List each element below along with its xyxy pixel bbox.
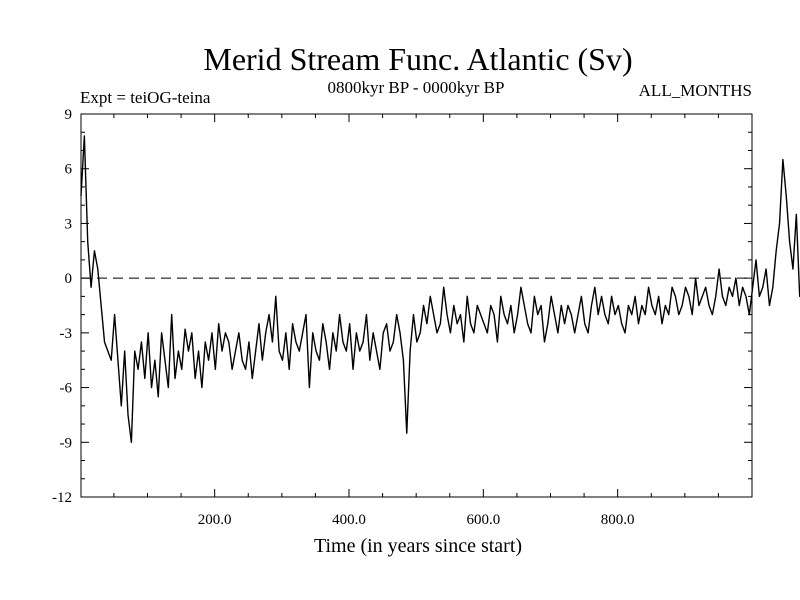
series-line <box>80 135 800 443</box>
x-tick-label: 800.0 <box>601 512 635 528</box>
y-tick-label: 9 <box>65 107 73 123</box>
y-tick-label: -12 <box>52 490 72 506</box>
y-tick-label: -9 <box>60 435 73 451</box>
y-tick-label: 6 <box>65 162 73 178</box>
x-tick-label: 200.0 <box>198 512 232 528</box>
chart-title: Merid Stream Func. Atlantic (Sv) <box>203 41 632 77</box>
y-tick-label: -6 <box>60 381 73 397</box>
y-tick-label: 0 <box>65 271 73 287</box>
y-tick-label: -3 <box>60 326 73 342</box>
x-axis-label: Time (in years since start) <box>314 535 522 557</box>
y-tick-label: 3 <box>65 216 73 232</box>
x-tick-label: 600.0 <box>466 512 500 528</box>
months-label: ALL_MONTHS <box>639 81 752 100</box>
axes: 9 6 3 0 -3 -6 -9 -12 200.0 400.0 600.0 800.0 <box>52 107 752 528</box>
x-tick-label: 400.0 <box>332 512 366 528</box>
period-label: 0800kyr BP - 0000kyr BP <box>328 78 505 97</box>
experiment-label: Expt = teiOG-teina <box>80 88 211 107</box>
